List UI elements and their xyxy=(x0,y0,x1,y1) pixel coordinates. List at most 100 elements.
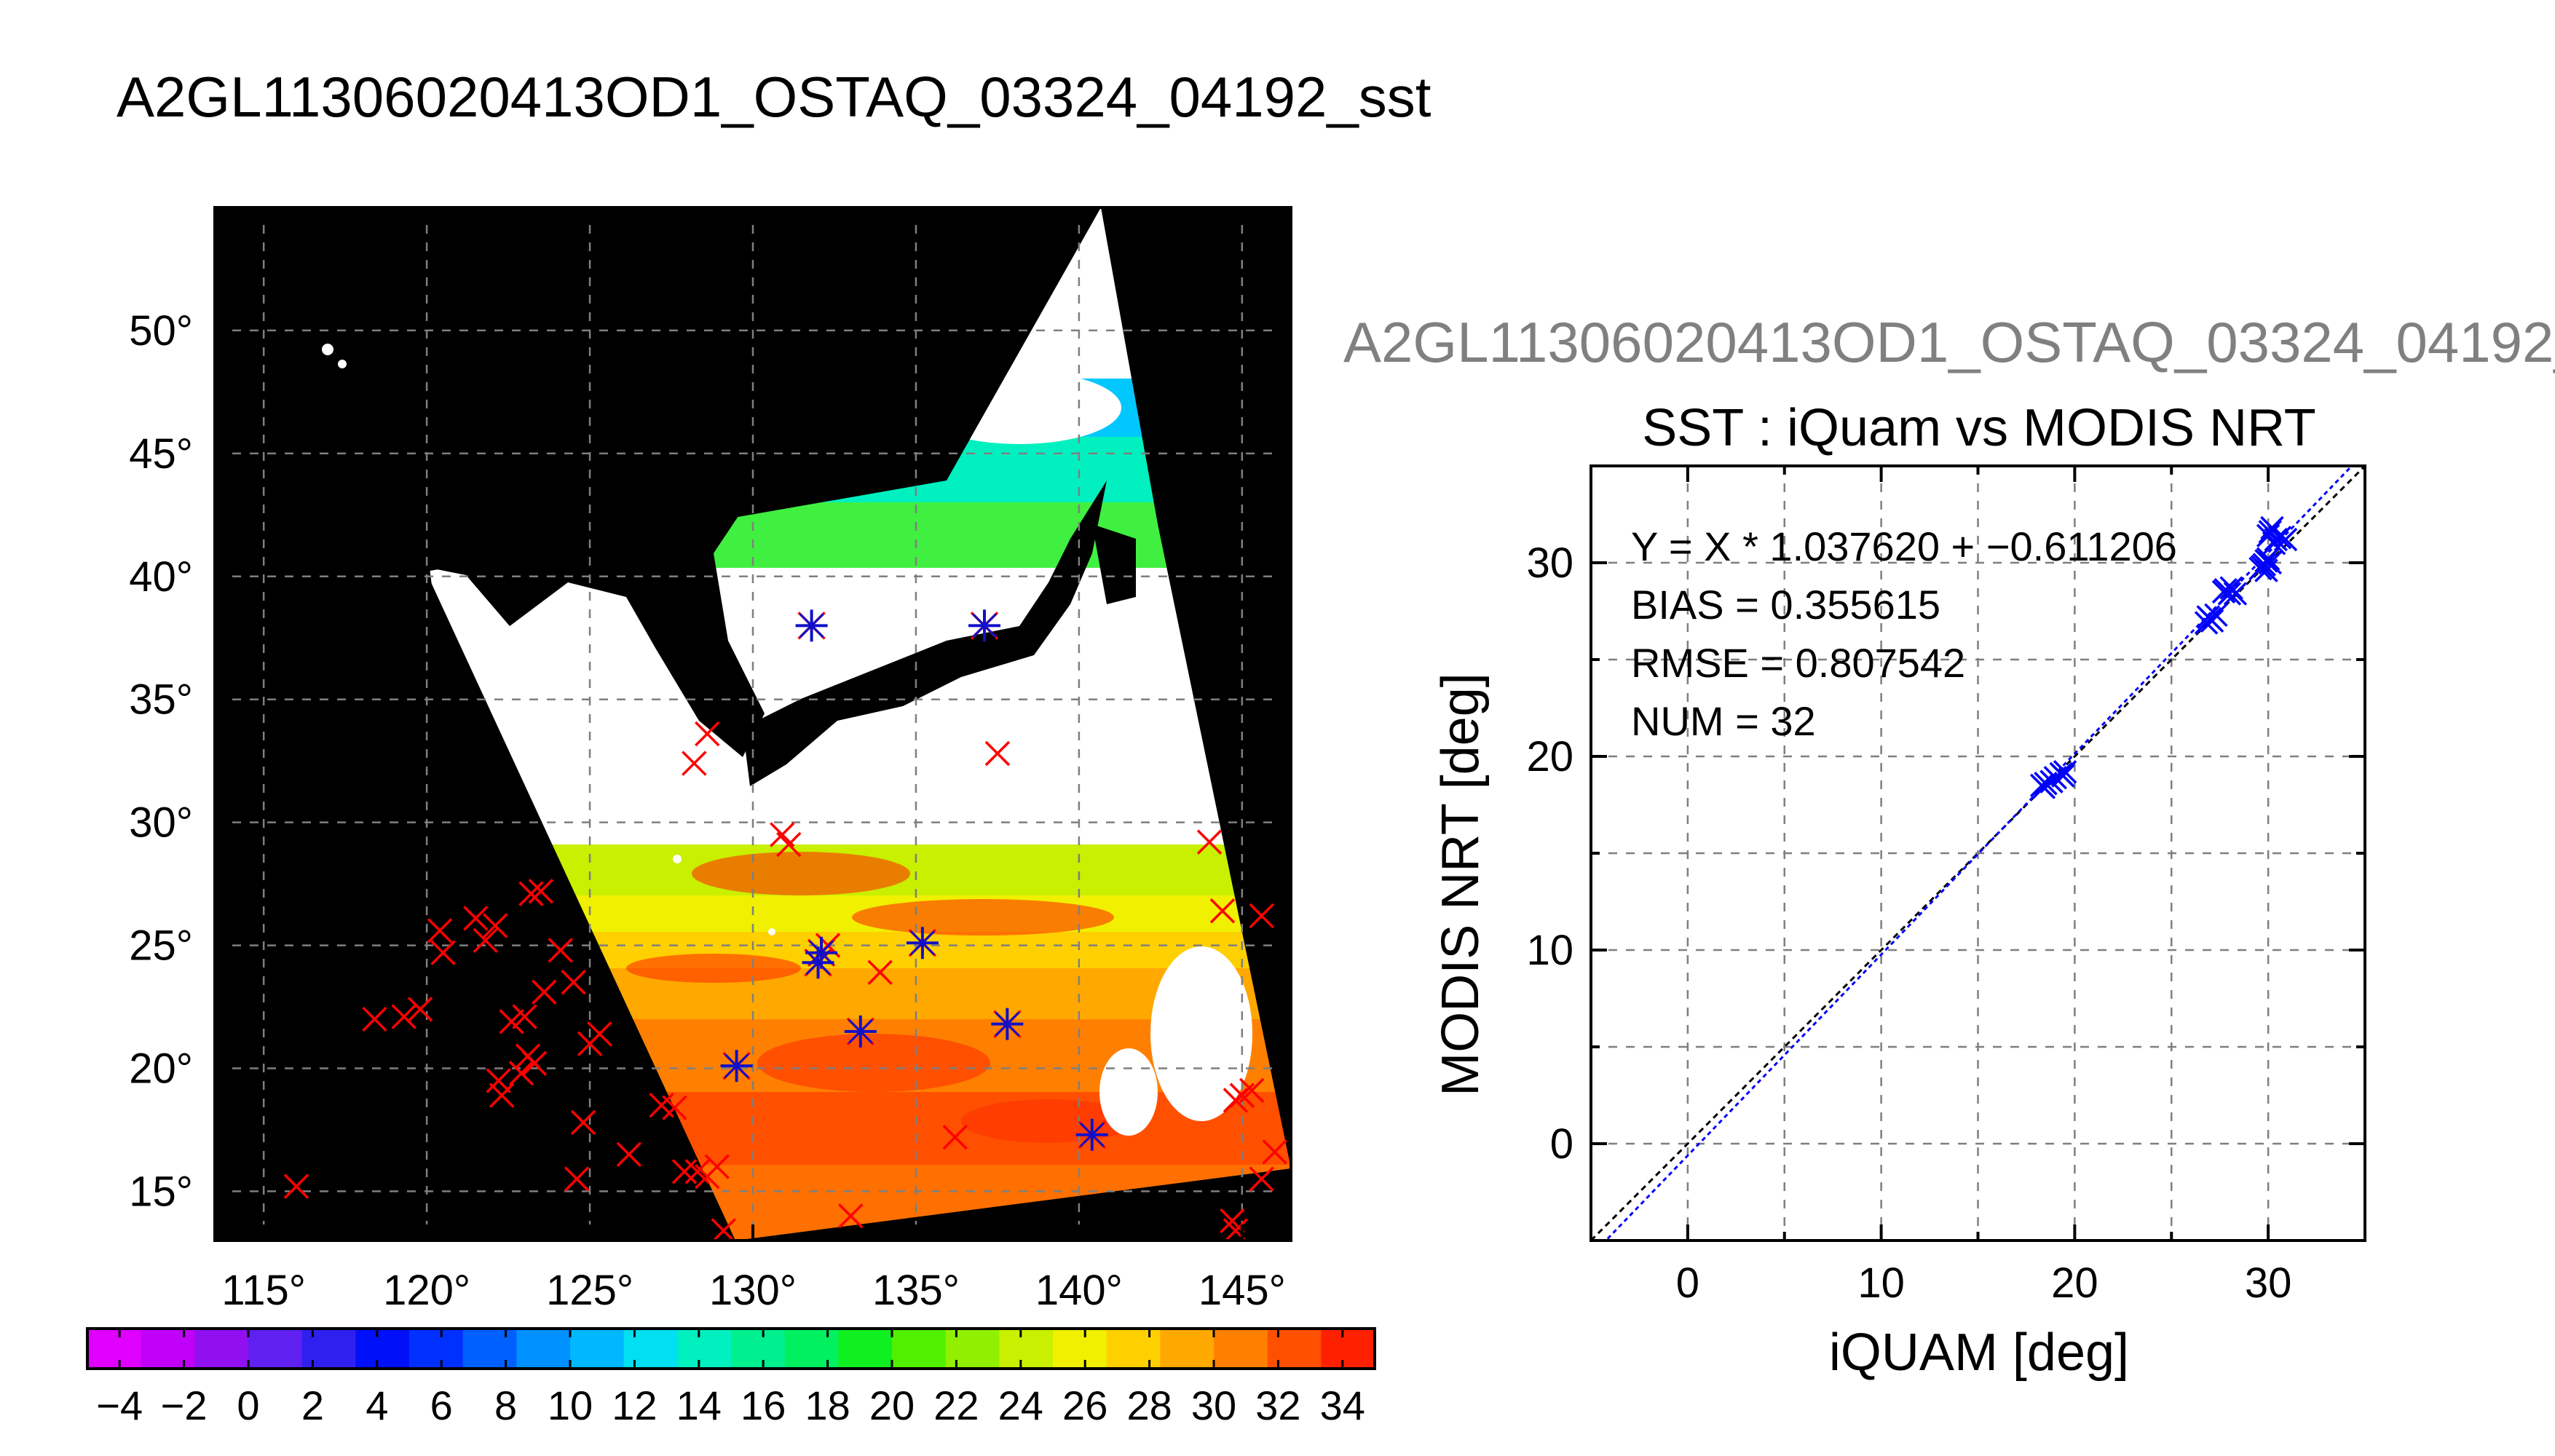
colorbar-swatch xyxy=(1106,1329,1161,1369)
iquam-point xyxy=(1196,829,1223,855)
iquam-point xyxy=(473,927,498,954)
scatter-points xyxy=(2029,515,2298,799)
map-y-tick-label: 20° xyxy=(129,1045,193,1093)
land-polygon xyxy=(215,207,947,757)
scatter-y-axis-label: MODIS NRT [deg] xyxy=(1431,673,1490,1096)
island xyxy=(322,344,333,355)
iquam-point xyxy=(1209,898,1236,924)
iquam-point xyxy=(1249,903,1274,929)
map-y-tick-label: 45° xyxy=(129,430,193,478)
iquam-point xyxy=(521,1051,548,1076)
cloud-patch xyxy=(1150,946,1252,1121)
colorbar-swatch xyxy=(409,1329,464,1369)
colorbar-swatch xyxy=(892,1329,947,1369)
iquam-point xyxy=(512,1004,537,1029)
colorbar-tick-label: 4 xyxy=(366,1382,388,1428)
num-text: NUM = 32 xyxy=(1631,698,1816,744)
colorbar-swatch xyxy=(623,1329,678,1369)
scatter-point xyxy=(2264,527,2288,552)
bias-text: BIAS = 0.355615 xyxy=(1631,582,1940,628)
scatter-point xyxy=(2223,582,2248,606)
warm-patch xyxy=(692,852,910,895)
scatter-point xyxy=(2262,531,2286,555)
map-tick-labels: 115° 120° 125° 130° 135° 140° 145° 15° 20° 25° 30°… xyxy=(129,307,1286,1314)
map-y-tick-label: 15° xyxy=(129,1168,193,1215)
iquam-point xyxy=(518,881,544,906)
colorbar-swatch xyxy=(945,1329,1000,1369)
colorbar-tick-label: 18 xyxy=(805,1382,850,1428)
colorbar-swatch xyxy=(355,1329,410,1369)
iquam-point xyxy=(695,721,720,747)
colorbar-tick-label: 20 xyxy=(869,1382,915,1428)
matched-point xyxy=(991,1008,1024,1040)
matched-point xyxy=(720,1050,753,1083)
iquam-point xyxy=(1239,1077,1265,1104)
scatter-point xyxy=(2051,764,2075,788)
colorbar-frame xyxy=(86,1327,1376,1370)
colorbar-tick-label: 16 xyxy=(741,1382,786,1428)
scatter-point xyxy=(2258,550,2283,575)
colorbar-tick-label: 24 xyxy=(998,1382,1043,1428)
colorbar-swatch xyxy=(1267,1329,1322,1369)
iquam-point xyxy=(407,997,433,1022)
sst-map-panel: 115° 120° 125° 130° 135° 140° 145° 15° 20° 25° 30°… xyxy=(129,206,1292,1314)
iquam-point xyxy=(482,913,508,938)
map-x-tick-label: 140° xyxy=(1035,1267,1123,1314)
scatter-plot-panel: SST : iQuam vs MODIS NRT 0 10 20 300102030 … xyxy=(1431,399,2366,1382)
scatter-ticks xyxy=(1591,466,2365,1241)
iquam-point xyxy=(283,1174,309,1199)
iquam-point xyxy=(682,751,707,776)
colorbar-swatch xyxy=(784,1329,839,1369)
colorbar-swatch xyxy=(1214,1329,1268,1369)
iquam-point xyxy=(362,1006,387,1032)
colorbar-swatch xyxy=(1321,1329,1375,1369)
iquam-point xyxy=(704,1154,730,1179)
colorbar-swatch xyxy=(87,1329,142,1369)
map-y-tick-label: 30° xyxy=(129,799,193,847)
warm-patch xyxy=(626,954,801,983)
iquam-point xyxy=(867,960,893,985)
colorbar: −4 −2 0 2 4 6 8 10 12 14 16 18 20 22 24 26 28 30 32 34 xyxy=(86,1327,1376,1428)
colorbar-tick-label: 10 xyxy=(548,1382,593,1428)
iquam-point xyxy=(1220,1208,1245,1234)
scatter-x-tick-label: 0 xyxy=(1676,1259,1699,1307)
map-x-tick-label: 115° xyxy=(221,1267,306,1314)
cloud-patch xyxy=(1099,1048,1158,1136)
colorbar-swatch xyxy=(1160,1329,1215,1369)
colorbar-tick-label: −4 xyxy=(96,1382,143,1428)
iquam-point xyxy=(1262,1139,1287,1165)
colorbar-swatch xyxy=(141,1329,195,1369)
iquam-point xyxy=(430,940,456,965)
warm-patch xyxy=(852,899,1114,935)
iquam-point xyxy=(532,979,557,1005)
colorbar-tick-label: −2 xyxy=(161,1382,208,1428)
map-x-tick-label: 130° xyxy=(709,1267,797,1314)
iquam-point xyxy=(564,1166,590,1192)
scatter-point xyxy=(2219,576,2243,600)
colorbar-swatch xyxy=(677,1329,732,1369)
iquam-point xyxy=(711,1218,736,1241)
map-x-tick-label: 125° xyxy=(546,1267,633,1314)
map-y-tick-label: 50° xyxy=(129,307,193,355)
scatter-y-tick-label: 10 xyxy=(1526,927,1573,974)
colorbar-tick-label: 12 xyxy=(612,1382,657,1428)
scatter-point xyxy=(2204,603,2228,628)
map-x-tick-label: 120° xyxy=(383,1267,470,1314)
colorbar-swatch xyxy=(1053,1329,1107,1369)
island xyxy=(673,855,682,863)
map-x-tick-label: 145° xyxy=(1198,1267,1286,1314)
scatter-point xyxy=(2254,558,2278,582)
iquam-point xyxy=(1249,1166,1274,1192)
land-mask xyxy=(215,207,1136,935)
island xyxy=(768,928,775,935)
fit-equation: Y = X * 1.037620 + −0.611206 xyxy=(1631,523,2177,569)
scatter-plot-header: A2GL11306020413OD1_OSTAQ_03324_04192_sst xyxy=(1343,310,2555,374)
scatter-y-tick-label: 30 xyxy=(1526,539,1573,587)
iquam-point xyxy=(662,1095,687,1120)
matched-point xyxy=(795,609,828,642)
land-polygon xyxy=(1092,524,1136,604)
scatter-x-tick-label: 10 xyxy=(1857,1259,1905,1307)
warm-patch xyxy=(757,1034,990,1092)
iquam-point xyxy=(570,1109,596,1136)
